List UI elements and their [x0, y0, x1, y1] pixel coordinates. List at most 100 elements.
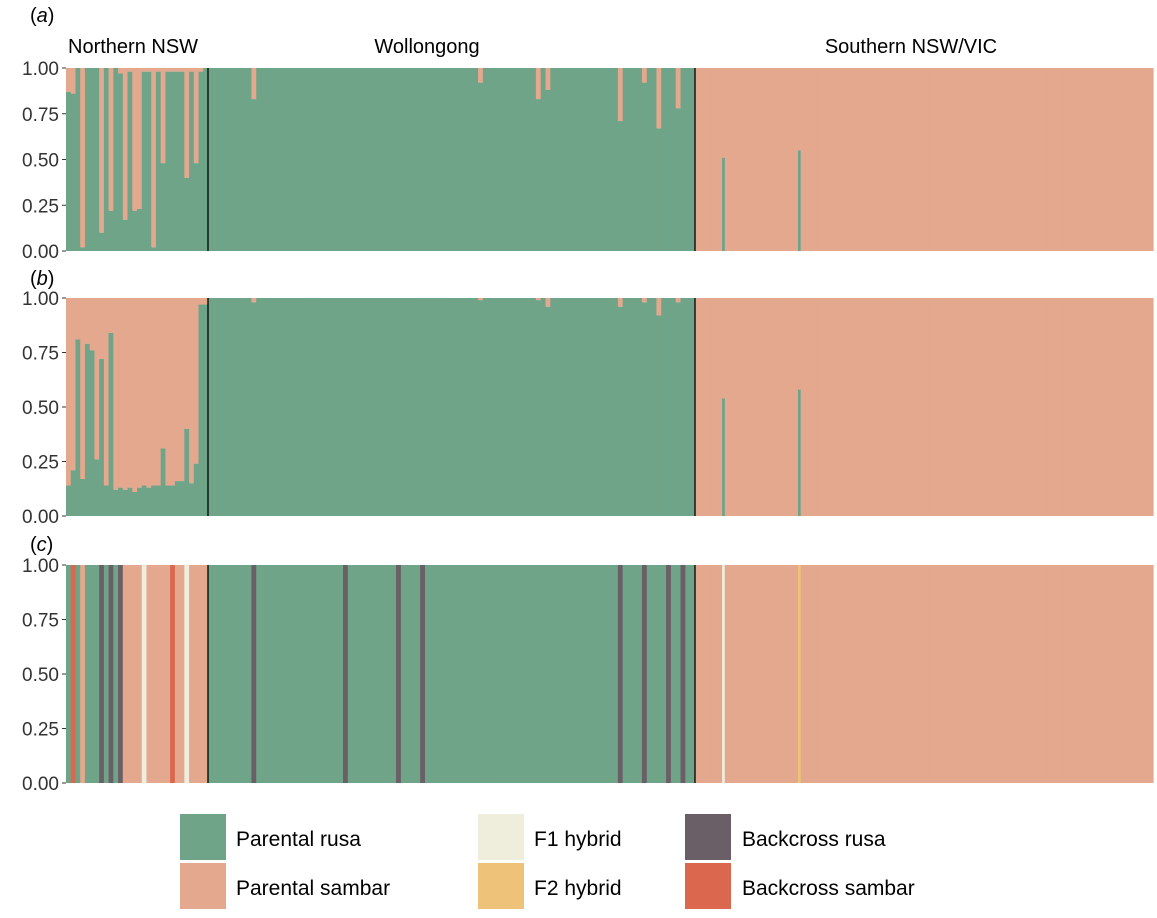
bar-rusa: [559, 298, 566, 516]
bar-sambar: [738, 565, 742, 783]
bar-sambar: [719, 298, 723, 516]
bar-sambar: [141, 298, 148, 486]
bar-sambar: [1123, 565, 1127, 783]
bar-rusa: [285, 68, 291, 251]
bar-sambar: [700, 298, 704, 516]
bar-sambar: [835, 565, 840, 783]
bar-sambar: [1028, 565, 1032, 783]
bar-sambar: [865, 68, 870, 251]
bar-rusa: [323, 565, 330, 783]
bar-rusa: [492, 68, 498, 251]
bar-sambar: [99, 68, 105, 233]
bar-sambar: [827, 298, 832, 516]
bar-sambar: [705, 68, 710, 251]
bar-rusa: [506, 298, 513, 516]
bar-rusa: [680, 68, 686, 251]
bar-rusa: [608, 565, 614, 783]
bar-sambar: [917, 68, 921, 251]
y-tick-label: 0.75: [22, 105, 59, 126]
bar-sambar: [903, 565, 907, 783]
bar-sambar: [722, 298, 726, 399]
bar-sambar: [1050, 565, 1054, 783]
bar-rusa: [275, 298, 281, 516]
bar-sambar: [873, 68, 878, 251]
bar-sambar: [1028, 298, 1032, 516]
bar-rusa: [132, 492, 138, 516]
bar-sambar: [122, 298, 129, 490]
bar-sambar: [871, 68, 875, 251]
bar-sambar: [873, 298, 878, 516]
bar-sambar: [1009, 68, 1013, 251]
bar-rusa: [497, 298, 503, 516]
region-label-southern: Southern NSW/VIC: [825, 36, 997, 58]
bar-rusa: [521, 68, 527, 251]
bar-sambar: [1109, 565, 1113, 783]
bar-sambar: [863, 68, 867, 251]
bar-sambar: [179, 68, 185, 72]
bar-rusa: [371, 298, 378, 516]
legend: Parental rusa Parental sambar F1 hybrid F2 …: [180, 814, 915, 909]
bar-sambar: [760, 68, 764, 251]
bar-rusa: [265, 68, 272, 251]
bar-sambar: [895, 298, 899, 516]
bar-sambar: [1020, 68, 1024, 251]
bar-rusa: [289, 298, 296, 516]
bar-rusa: [80, 247, 86, 251]
bar-sambar: [641, 298, 648, 303]
bar-sambar: [949, 68, 954, 251]
bar-sambar: [1142, 298, 1146, 516]
bar-rusa: [444, 68, 450, 251]
bar-rusa: [294, 298, 301, 516]
bar-rusa: [680, 298, 686, 516]
bar-sambar: [738, 68, 742, 251]
bar-sambar: [990, 298, 994, 516]
bar-rusa: [641, 82, 648, 251]
bar-sambar: [1131, 68, 1135, 251]
bar-rusa: [603, 565, 609, 783]
bar-sambar: [852, 565, 856, 783]
bar-rusa: [160, 448, 166, 516]
bar-sambar: [995, 565, 1000, 783]
bar-sambar: [819, 68, 823, 251]
bar-sambar: [881, 298, 886, 516]
bar-rusa: [70, 470, 77, 516]
bar-sambar: [806, 565, 810, 783]
bar-rusa: [598, 298, 604, 516]
bar-rusa: [429, 565, 436, 783]
bar-sambar: [966, 68, 970, 251]
bar-rusa: [458, 68, 465, 251]
bar-sambar: [830, 565, 834, 783]
bar-rusa: [246, 565, 252, 783]
bar-sambar: [1031, 68, 1035, 251]
bar-sambar: [1117, 298, 1122, 516]
bar-rusa: [502, 565, 508, 783]
bar-sambar: [881, 68, 886, 251]
bar-sambar: [1014, 565, 1019, 783]
bar-rusa: [352, 565, 359, 783]
bar-rusa: [478, 565, 484, 783]
bar-sambar: [1012, 68, 1016, 251]
bar-sambar: [806, 68, 810, 251]
bar-sambar: [189, 68, 195, 72]
bar-sambar: [754, 298, 758, 516]
bar-sambar: [1106, 68, 1111, 251]
bar-sambar: [806, 298, 810, 516]
bar-rusa: [492, 298, 498, 516]
bar-sambar: [773, 298, 777, 516]
bar-sambar: [1060, 298, 1065, 516]
bar-rusa: [165, 485, 171, 516]
bar-sambar: [1123, 68, 1127, 251]
bar-sambar: [535, 68, 542, 100]
bar-rusa: [381, 298, 387, 516]
bar-rusa: [463, 565, 469, 783]
bar-rusa: [108, 210, 114, 251]
bar-rusa: [323, 298, 330, 516]
bar-sambar: [835, 68, 840, 251]
bar-sambar: [719, 565, 723, 783]
bar-rusa: [564, 68, 571, 251]
bar-sambar: [968, 565, 973, 783]
bar-rusa: [675, 108, 682, 251]
bar-sambar: [1050, 68, 1054, 251]
legend-swatch-f2: [478, 863, 524, 909]
bar-sambar: [84, 298, 91, 344]
